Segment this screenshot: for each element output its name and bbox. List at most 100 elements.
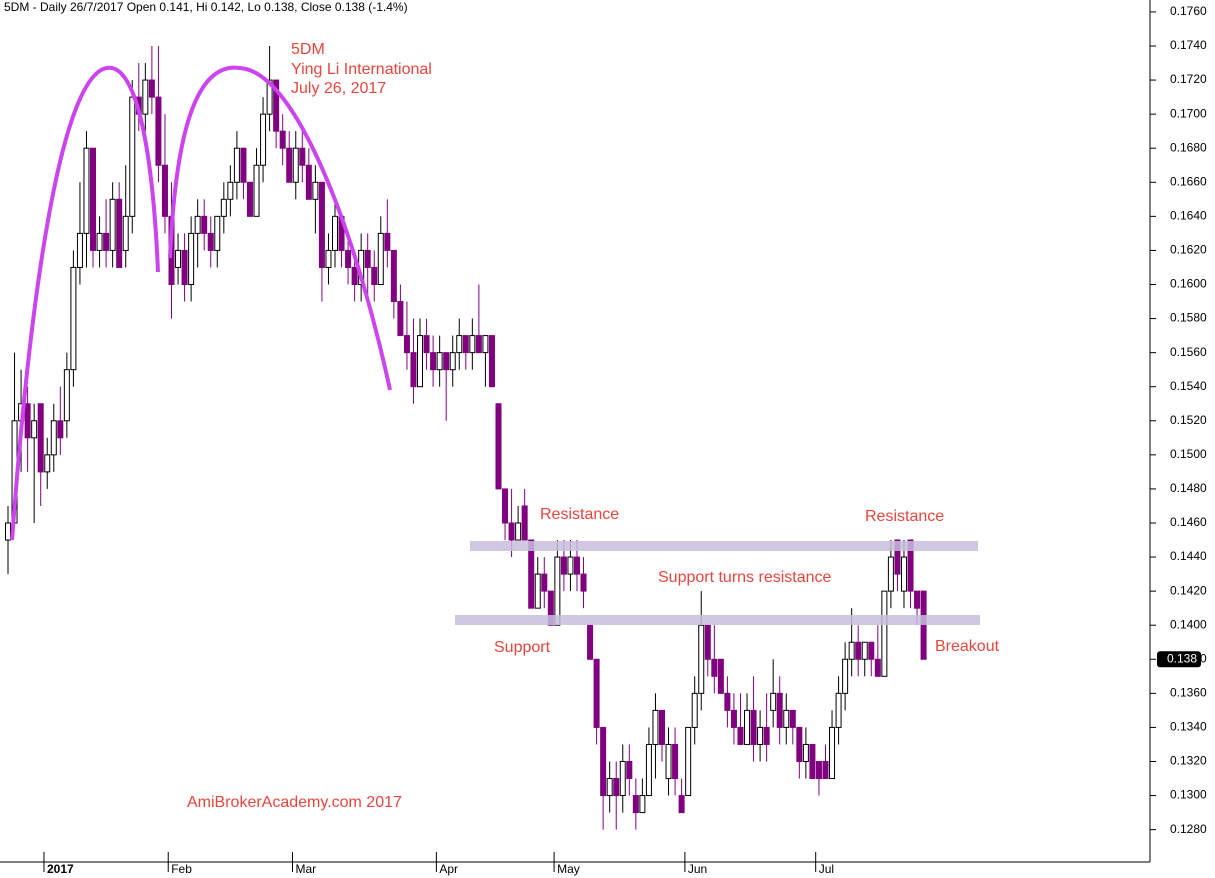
last-price-label: 0.138 — [1167, 651, 1197, 665]
candle-body — [96, 232, 103, 251]
candle-body — [495, 403, 502, 490]
candle-body — [384, 232, 391, 251]
candle-body — [515, 522, 522, 541]
y-tick-label: 0.1460 — [1170, 515, 1207, 529]
candle-body — [580, 573, 587, 592]
candle-body — [717, 658, 724, 694]
x-tick-label: Apr — [439, 862, 458, 876]
x-tick-label: Feb — [171, 862, 192, 876]
candle-body — [704, 624, 711, 660]
candle-body — [194, 215, 201, 234]
y-tick-label: 0.1400 — [1170, 617, 1207, 631]
candle-body — [750, 709, 757, 745]
y-tick-label: 0.1660 — [1170, 174, 1207, 188]
candle-body — [220, 198, 227, 217]
last-price-box — [1157, 651, 1201, 668]
candle-body — [776, 692, 783, 728]
candle-body — [246, 181, 253, 217]
candle-body — [397, 301, 404, 337]
y-tick-label: 0.1640 — [1170, 209, 1207, 223]
y-tick-label: 0.1680 — [1170, 140, 1207, 154]
candle-body — [672, 743, 679, 780]
candle-body — [809, 743, 816, 780]
candle-body — [554, 556, 561, 626]
candle-body — [829, 726, 836, 780]
candle-body — [207, 232, 214, 251]
y-tick-label: 0.1760 — [1170, 4, 1207, 18]
y-tick-label: 0.1560 — [1170, 345, 1207, 359]
candle-body — [377, 232, 384, 285]
candle-body — [214, 215, 221, 251]
x-tick-label: Jun — [688, 862, 707, 876]
candle-body — [887, 556, 894, 592]
candle-body — [626, 760, 633, 780]
y-tick-label: 0.1620 — [1170, 243, 1207, 257]
candle-body — [665, 743, 672, 780]
candle-body — [560, 556, 567, 575]
candle-body — [796, 726, 803, 762]
candle-body — [730, 709, 737, 728]
candle-body — [541, 573, 548, 592]
candle-body — [436, 352, 443, 371]
candle-body — [521, 505, 528, 541]
y-tick-label: 0.1480 — [1170, 481, 1207, 495]
candle-body — [44, 454, 51, 473]
candle-body — [410, 352, 417, 388]
candle-body — [253, 164, 260, 217]
candle-body — [770, 692, 777, 711]
candle-body — [632, 795, 639, 814]
candle-body — [37, 403, 44, 473]
annotation: AmiBrokerAcademy.com 2017 — [187, 794, 402, 811]
x-tick-label: 2017 — [47, 862, 74, 876]
candle-body — [763, 726, 770, 745]
annotation: Resistance — [865, 508, 944, 525]
candle-body — [900, 556, 907, 592]
candle-body — [292, 147, 299, 183]
candle-body — [240, 147, 247, 183]
candle-body — [920, 590, 927, 660]
candle-body — [63, 369, 70, 422]
candle-body — [534, 573, 541, 609]
candle-body — [855, 641, 862, 660]
candle-body — [613, 778, 620, 797]
candle-body — [423, 335, 430, 354]
candle-body — [351, 266, 358, 285]
candle-body — [691, 692, 698, 728]
annotation: Support turns resistance — [658, 569, 832, 586]
annotation: Resistance — [540, 506, 619, 523]
candle-body — [233, 147, 240, 183]
candle-body — [868, 641, 875, 660]
candle-body — [31, 420, 38, 439]
candle-body — [678, 795, 685, 814]
candle-body — [488, 335, 495, 388]
candle-body — [848, 641, 855, 660]
candle-body — [802, 743, 809, 762]
candle-body — [469, 335, 476, 354]
candle-body — [502, 488, 509, 524]
annotation: July 26, 2017 — [291, 80, 386, 97]
candle-body — [874, 658, 881, 677]
candle-body — [914, 590, 921, 609]
candle-body — [175, 249, 182, 268]
y-tick-label: 0.1360 — [1170, 686, 1207, 700]
candle-body — [103, 232, 110, 251]
y-tick-label: 0.1500 — [1170, 447, 1207, 461]
candle-body — [273, 79, 280, 132]
candle-body — [567, 556, 574, 575]
candle-body — [148, 79, 155, 98]
candle-body — [325, 249, 332, 268]
chart-title: 5DM - Daily 26/7/2017 Open 0.141, Hi 0.1… — [4, 0, 408, 14]
y-tick-label: 0.1420 — [1170, 583, 1207, 597]
y-tick-label: 0.1520 — [1170, 413, 1207, 427]
candle-body — [142, 79, 149, 115]
y-tick-label: 0.1280 — [1170, 822, 1207, 836]
candle-body — [70, 266, 77, 371]
candle-body — [57, 420, 64, 439]
candle-body — [332, 215, 338, 251]
resistance-band — [470, 541, 978, 551]
x-tick-label: Jul — [819, 862, 834, 876]
candle-body — [129, 96, 136, 217]
candle-body — [312, 181, 319, 200]
